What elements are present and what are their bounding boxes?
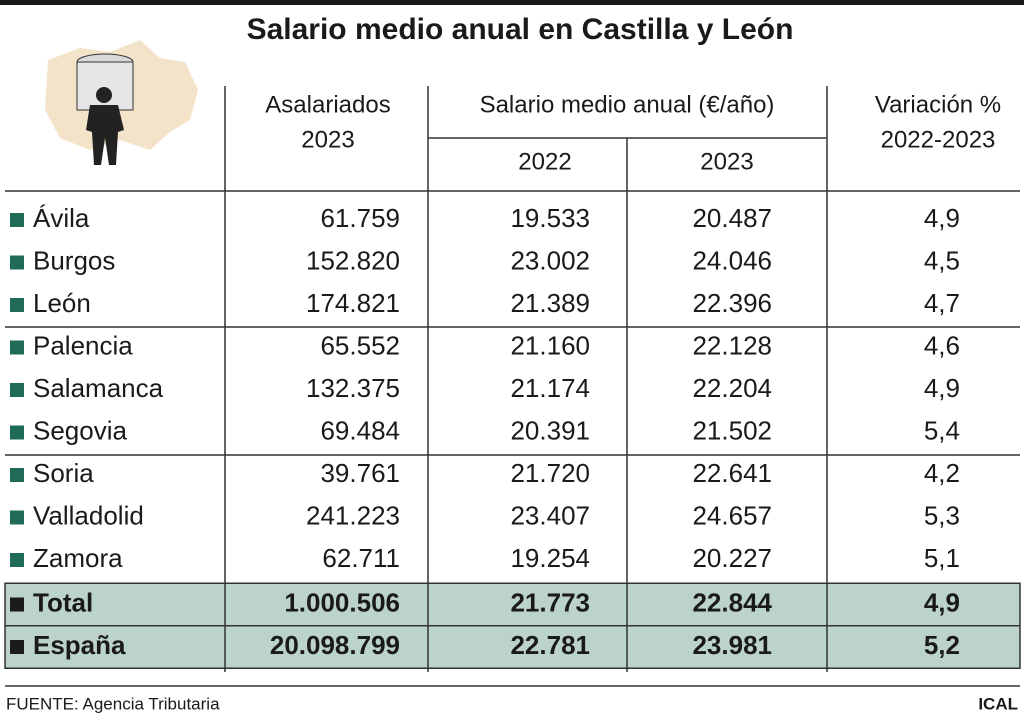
cell: 21.160 [510,330,590,360]
row-label: Soria [33,458,94,488]
cell: 5,2 [924,630,960,660]
header: Asalariados [265,91,390,118]
bullet [10,553,24,567]
row-label: Salamanca [33,373,164,403]
bullet [10,298,24,312]
cell: 21.389 [510,288,590,318]
cell: 21.502 [692,415,772,445]
head [96,87,112,103]
cell: 21.773 [510,587,590,617]
cell: 24.657 [692,500,772,530]
cell: 24.046 [692,245,772,275]
bullet [10,640,24,654]
row-label: Zamora [33,543,123,573]
cell: 22.128 [692,330,772,360]
cell: 19.533 [510,203,590,233]
cell: 62.711 [322,543,400,573]
row-label: España [33,630,126,660]
top-bar [0,0,1024,5]
header: 2023 [700,148,753,175]
row-label: Valladolid [33,500,144,530]
row-label: Ávila [33,203,90,233]
cell: 22.641 [692,458,772,488]
cell: 39.761 [320,458,400,488]
person [86,105,124,165]
row-label: Total [33,587,93,617]
cell: 132.375 [306,373,400,403]
bullet [10,383,24,397]
title: Salario medio anual en Castilla y León [247,13,794,46]
header: 2022-2023 [881,126,996,153]
cell: 23.002 [510,245,590,275]
cell: 5,4 [924,415,960,445]
cell: 5,3 [924,500,960,530]
cell: 20.487 [692,203,772,233]
source: FUENTE: Agencia Tributaria [6,694,220,713]
bullet [10,510,24,525]
cell: 152.820 [306,245,400,275]
cell: 19.254 [510,543,590,573]
bullet [10,468,24,482]
cell: 65.552 [320,330,400,360]
cell: 4,7 [924,288,960,318]
cell: 20.391 [510,415,590,445]
row-label: León [33,288,91,318]
bullet [10,340,24,355]
cell: 69.484 [320,415,400,445]
cell: 61.759 [320,203,400,233]
header: Salario medio anual (€/año) [480,91,775,118]
bullet [10,425,24,440]
bullet [10,255,24,270]
cell: 23.407 [510,500,590,530]
cell: 4,6 [924,330,960,360]
header: Variación % [875,91,1001,118]
cell: 20.227 [692,543,772,573]
header: 2022 [518,148,571,175]
header: 2023 [301,126,354,153]
cell: 21.720 [510,458,590,488]
row-label: Palencia [33,330,133,360]
cell: 22.844 [692,587,772,617]
illustration [45,40,198,165]
cell: 22.396 [692,288,772,318]
cell: 22.781 [510,630,590,660]
cell: 241.223 [306,500,400,530]
cell: 20.098.799 [270,630,400,660]
cell: 5,1 [924,543,960,573]
row-label: Segovia [33,415,127,445]
credit: ICAL [978,694,1018,713]
cell: 4,5 [924,245,960,275]
cell: 4,9 [924,203,960,233]
cell: 4,9 [924,587,960,617]
cell: 4,2 [924,458,960,488]
bullet [10,213,24,227]
bullet [10,597,24,612]
cell: 22.204 [692,373,772,403]
grid [5,86,1020,687]
cell: 21.174 [510,373,590,403]
cell: 23.981 [692,630,772,660]
cell: 1.000.506 [284,587,400,617]
row-label: Burgos [33,245,115,275]
cell: 174.821 [306,288,400,318]
cell: 4,9 [924,373,960,403]
